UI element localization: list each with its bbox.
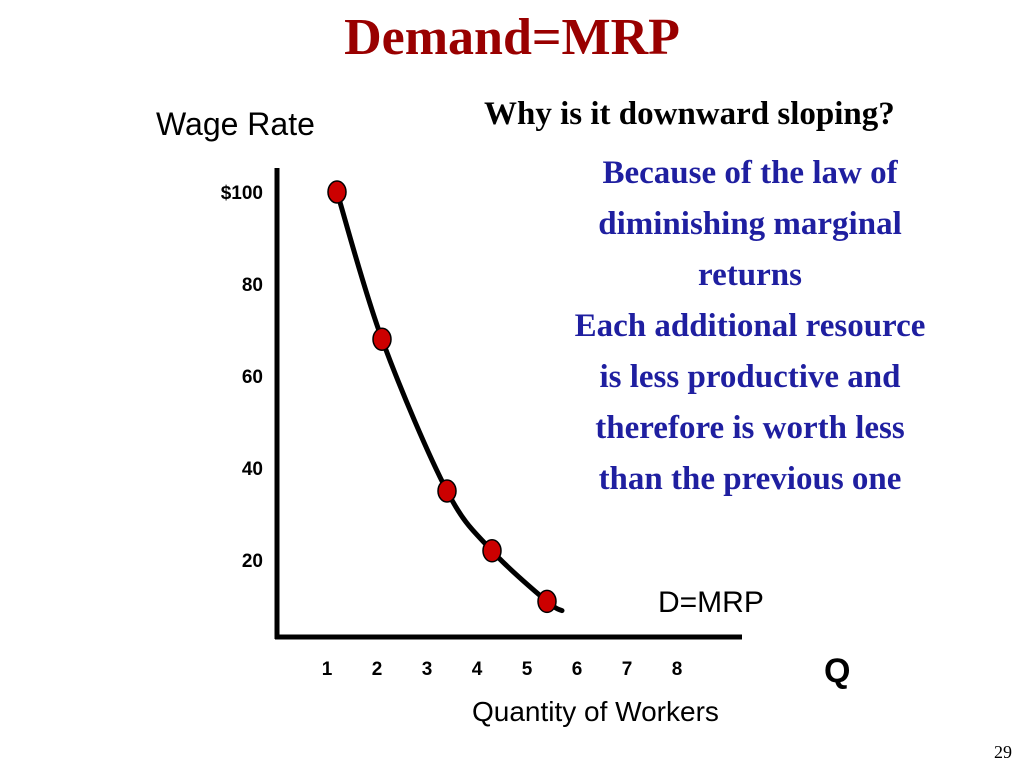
answer-line: Each additional resource <box>574 308 926 344</box>
y-tick-label: 80 <box>242 275 263 296</box>
answer-line: returns <box>698 257 802 293</box>
x-tick-label: 5 <box>522 659 533 680</box>
x-tick-labels: 1 2 3 4 5 6 7 8 <box>322 659 683 680</box>
data-point <box>437 479 457 503</box>
y-tick-label: 40 <box>242 459 263 480</box>
mrp-curve-line <box>334 189 565 614</box>
x-tick-label: 1 <box>322 659 333 680</box>
data-point <box>482 539 502 563</box>
data-point <box>537 589 557 614</box>
answer-text: Because of the law of diminishing margin… <box>512 148 988 505</box>
slide-title: Demand=MRP <box>344 9 680 66</box>
y-tick-label: 60 <box>242 367 263 388</box>
data-points <box>327 180 557 614</box>
answer-line: Because of the law of <box>602 155 898 191</box>
x-axis-symbol: Q <box>824 652 851 690</box>
y-tick-label: $100 <box>221 183 263 204</box>
data-point <box>372 327 392 351</box>
answer-line: therefore is worth less <box>595 410 905 446</box>
y-tick-labels: 20 40 60 80 $100 <box>221 183 263 572</box>
x-tick-label: 7 <box>622 659 633 680</box>
slide-number: 29 <box>994 742 1012 762</box>
data-point <box>327 180 347 204</box>
question-text: Why is it downward sloping? <box>484 96 895 132</box>
x-axis-label: Quantity of Workers <box>472 696 719 727</box>
y-axis-label: Wage Rate <box>156 106 315 142</box>
answer-line: diminishing marginal <box>598 206 902 242</box>
x-tick-label: 8 <box>672 659 683 680</box>
x-tick-label: 3 <box>422 659 433 680</box>
x-tick-label: 4 <box>472 659 483 680</box>
y-tick-label: 20 <box>242 551 263 572</box>
x-tick-label: 2 <box>372 659 383 680</box>
x-tick-label: 6 <box>572 659 583 680</box>
curve-label: D=MRP <box>658 586 764 619</box>
answer-line: than the previous one <box>598 461 902 497</box>
answer-line: is less productive and <box>599 359 901 395</box>
